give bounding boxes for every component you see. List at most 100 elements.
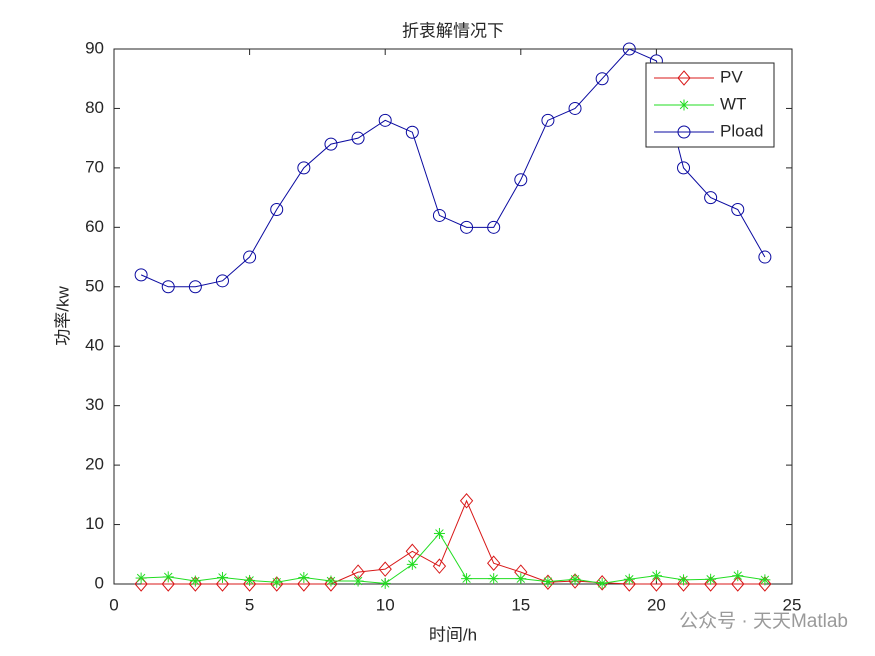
marker [297, 576, 311, 592]
marker-stroke [706, 574, 715, 584]
y-tick-label: 50 [85, 276, 104, 295]
marker [622, 42, 636, 56]
marker [705, 573, 717, 585]
marker [405, 125, 419, 139]
marker-stroke [516, 574, 526, 583]
x-tick-label: 25 [783, 595, 802, 614]
marker-stroke [489, 574, 498, 583]
marker [596, 577, 608, 589]
marker [189, 575, 201, 587]
marker [731, 576, 745, 592]
marker [515, 573, 527, 585]
marker-stroke [136, 573, 146, 583]
x-tick-label: 15 [511, 595, 530, 614]
marker-stroke [570, 574, 580, 584]
series-line [141, 499, 765, 585]
marker-stroke [326, 576, 336, 586]
legend-label: Pload [720, 121, 763, 140]
marker [433, 527, 445, 539]
marker [542, 576, 554, 588]
marker [324, 137, 338, 151]
marker [216, 571, 228, 583]
marker-stroke [353, 576, 363, 586]
marker-stroke [733, 571, 743, 580]
marker-stroke [272, 577, 281, 587]
marker [271, 576, 283, 588]
marker [678, 99, 690, 111]
marker [568, 573, 582, 589]
marker [677, 161, 691, 175]
marker [406, 558, 418, 570]
y-tick-label: 60 [85, 217, 104, 236]
legend-label: PV [720, 67, 743, 86]
marker-stroke [760, 575, 770, 585]
marker [595, 72, 609, 86]
marker [459, 493, 474, 509]
y-tick-label: 70 [85, 157, 104, 176]
marker-stroke [435, 529, 444, 538]
marker [488, 573, 500, 585]
marker-stroke [679, 575, 688, 585]
marker [405, 543, 419, 560]
marker [623, 573, 635, 585]
marker [378, 113, 392, 127]
marker [759, 574, 771, 586]
marker [732, 570, 744, 582]
x-tick-label: 20 [647, 595, 666, 614]
marker [215, 274, 229, 288]
marker [704, 191, 718, 205]
marker [298, 571, 310, 583]
x-tick-label: 5 [245, 595, 254, 614]
marker-stroke [679, 100, 689, 110]
marker [568, 101, 582, 115]
marker [134, 268, 148, 282]
marker [460, 220, 474, 234]
y-tick-label: 80 [85, 98, 104, 117]
marker [650, 570, 662, 582]
marker [622, 576, 636, 592]
marker [677, 125, 691, 139]
marker [649, 576, 664, 592]
marker [161, 576, 175, 592]
x-axis-label: 时间/h [429, 625, 477, 644]
x-tick-label: 0 [109, 595, 118, 614]
y-tick-label: 30 [85, 395, 104, 414]
marker [270, 203, 284, 216]
marker [569, 573, 581, 585]
marker [215, 576, 230, 592]
marker [677, 70, 691, 86]
watermark: 公众号 · 天天Matlab [679, 610, 848, 632]
marker-stroke [299, 573, 309, 582]
marker [325, 575, 337, 587]
marker [162, 571, 174, 583]
marker-stroke [218, 573, 227, 582]
legend-label: WT [720, 94, 746, 113]
marker [514, 173, 528, 187]
marker [758, 576, 772, 592]
y-tick-label: 0 [95, 573, 104, 592]
y-tick-label: 10 [85, 514, 104, 533]
marker [188, 280, 202, 294]
marker [678, 574, 690, 586]
marker [595, 575, 609, 591]
marker [541, 113, 555, 127]
marker [352, 575, 364, 587]
marker-stroke [597, 579, 607, 588]
marker-stroke [163, 572, 173, 582]
marker-stroke [380, 579, 390, 588]
y-tick-label: 40 [85, 336, 104, 355]
marker [731, 203, 745, 216]
y-tick-label: 20 [85, 455, 104, 474]
marker-stroke [652, 571, 661, 580]
chart-title: 折衷解情况下 [402, 21, 504, 40]
marker [676, 576, 691, 592]
marker [487, 555, 501, 571]
marker [161, 280, 175, 294]
marker-stroke [245, 576, 254, 585]
marker [378, 561, 392, 577]
marker [324, 576, 338, 592]
marker [487, 220, 501, 234]
x-tick-label: 10 [376, 595, 395, 614]
marker-stroke [191, 576, 200, 586]
marker [351, 131, 365, 145]
